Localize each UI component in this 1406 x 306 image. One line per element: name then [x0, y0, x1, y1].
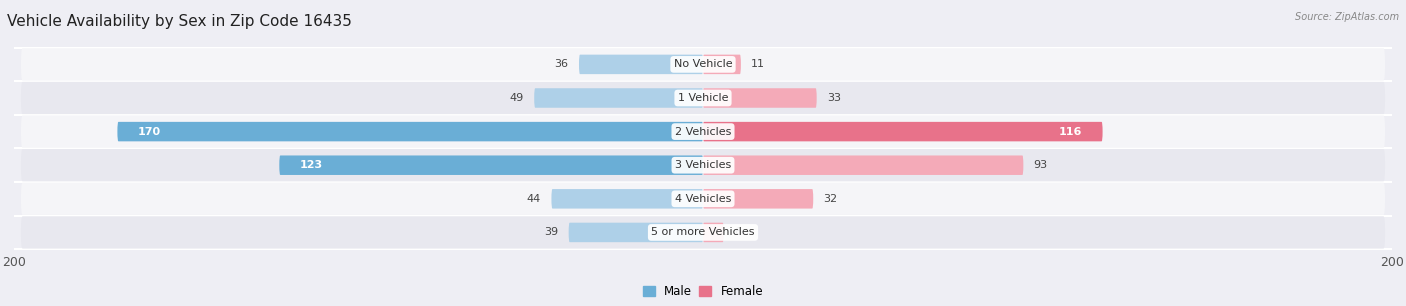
Text: 32: 32	[824, 194, 838, 204]
Text: 5 or more Vehicles: 5 or more Vehicles	[651, 227, 755, 237]
Text: Vehicle Availability by Sex in Zip Code 16435: Vehicle Availability by Sex in Zip Code …	[7, 14, 351, 29]
Text: 3 Vehicles: 3 Vehicles	[675, 160, 731, 170]
FancyBboxPatch shape	[21, 82, 1385, 114]
Text: 1 Vehicle: 1 Vehicle	[678, 93, 728, 103]
FancyBboxPatch shape	[534, 88, 703, 108]
Text: 11: 11	[751, 59, 765, 69]
Text: Source: ZipAtlas.com: Source: ZipAtlas.com	[1295, 12, 1399, 22]
FancyBboxPatch shape	[703, 155, 1024, 175]
FancyBboxPatch shape	[579, 55, 703, 74]
Text: No Vehicle: No Vehicle	[673, 59, 733, 69]
FancyBboxPatch shape	[280, 155, 703, 175]
FancyBboxPatch shape	[21, 115, 1385, 148]
FancyBboxPatch shape	[21, 183, 1385, 215]
FancyBboxPatch shape	[117, 122, 703, 141]
FancyBboxPatch shape	[703, 88, 817, 108]
FancyBboxPatch shape	[21, 48, 1385, 80]
FancyBboxPatch shape	[551, 189, 703, 209]
Text: 116: 116	[1059, 127, 1083, 136]
FancyBboxPatch shape	[703, 122, 1102, 141]
Text: 33: 33	[827, 93, 841, 103]
FancyBboxPatch shape	[703, 55, 741, 74]
Text: 93: 93	[1033, 160, 1047, 170]
Text: 4 Vehicles: 4 Vehicles	[675, 194, 731, 204]
Text: 2 Vehicles: 2 Vehicles	[675, 127, 731, 136]
Legend: Male, Female: Male, Female	[638, 280, 768, 302]
Text: 123: 123	[299, 160, 323, 170]
Text: 170: 170	[138, 127, 162, 136]
Text: 39: 39	[544, 227, 558, 237]
Text: 49: 49	[509, 93, 524, 103]
FancyBboxPatch shape	[21, 149, 1385, 181]
Text: 36: 36	[554, 59, 568, 69]
FancyBboxPatch shape	[703, 189, 813, 209]
Text: 6: 6	[734, 227, 741, 237]
FancyBboxPatch shape	[568, 223, 703, 242]
FancyBboxPatch shape	[703, 223, 724, 242]
FancyBboxPatch shape	[21, 216, 1385, 248]
Text: 44: 44	[527, 194, 541, 204]
